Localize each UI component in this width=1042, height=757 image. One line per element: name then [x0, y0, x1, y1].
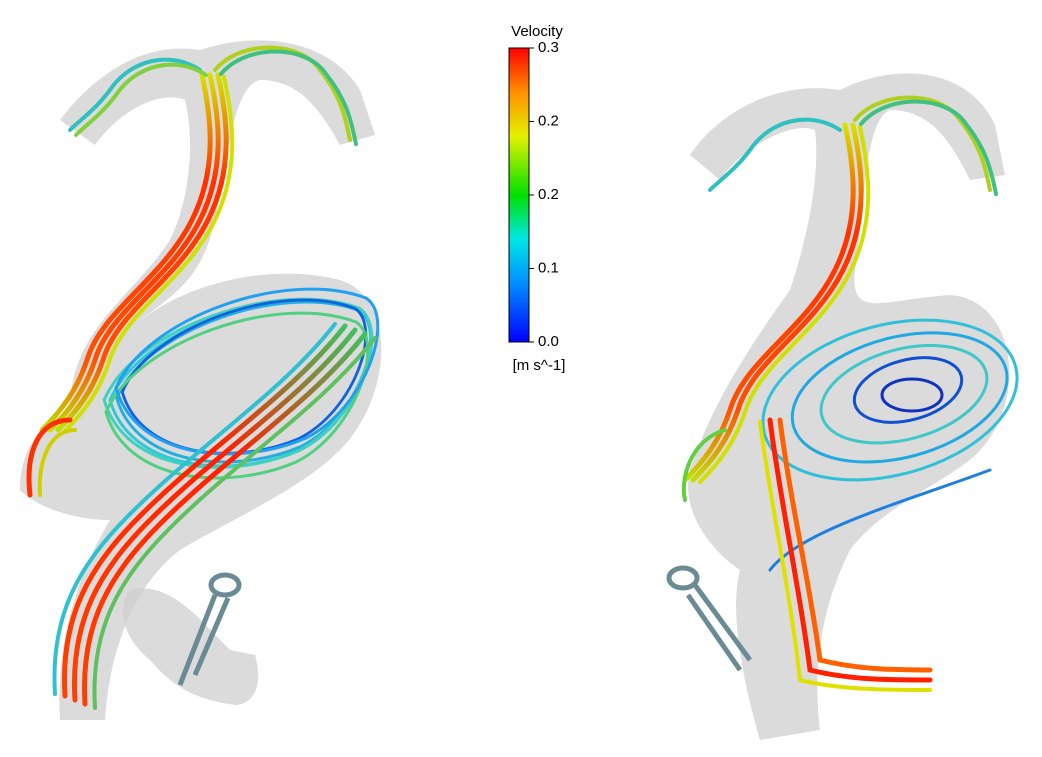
- clamp: [177, 572, 242, 686]
- streamlines: [681, 95, 1019, 692]
- tick-label: 0.2: [538, 186, 559, 203]
- colorbar-unit: [m s^-1]: [513, 357, 566, 374]
- left-model: [20, 40, 382, 721]
- color-scale: [508, 47, 530, 343]
- colorbar: Velocity 0.3 0.2 0.2 0.1 0.0 [m s^-1]: [508, 23, 566, 374]
- vessel: [122, 588, 259, 705]
- tick-label: 0.1: [538, 259, 559, 276]
- vessel: [688, 73, 1010, 740]
- tick-label: 0.0: [538, 333, 559, 350]
- colorbar-title: Velocity: [511, 23, 563, 40]
- tick-label: 0.2: [538, 112, 559, 129]
- tick-label: 0.3: [538, 39, 559, 56]
- clamp: [666, 565, 753, 672]
- right-model: [666, 73, 1019, 740]
- streamlines: [26, 45, 380, 710]
- colorbar-ticks: 0.3 0.2 0.2 0.1 0.0: [529, 39, 559, 350]
